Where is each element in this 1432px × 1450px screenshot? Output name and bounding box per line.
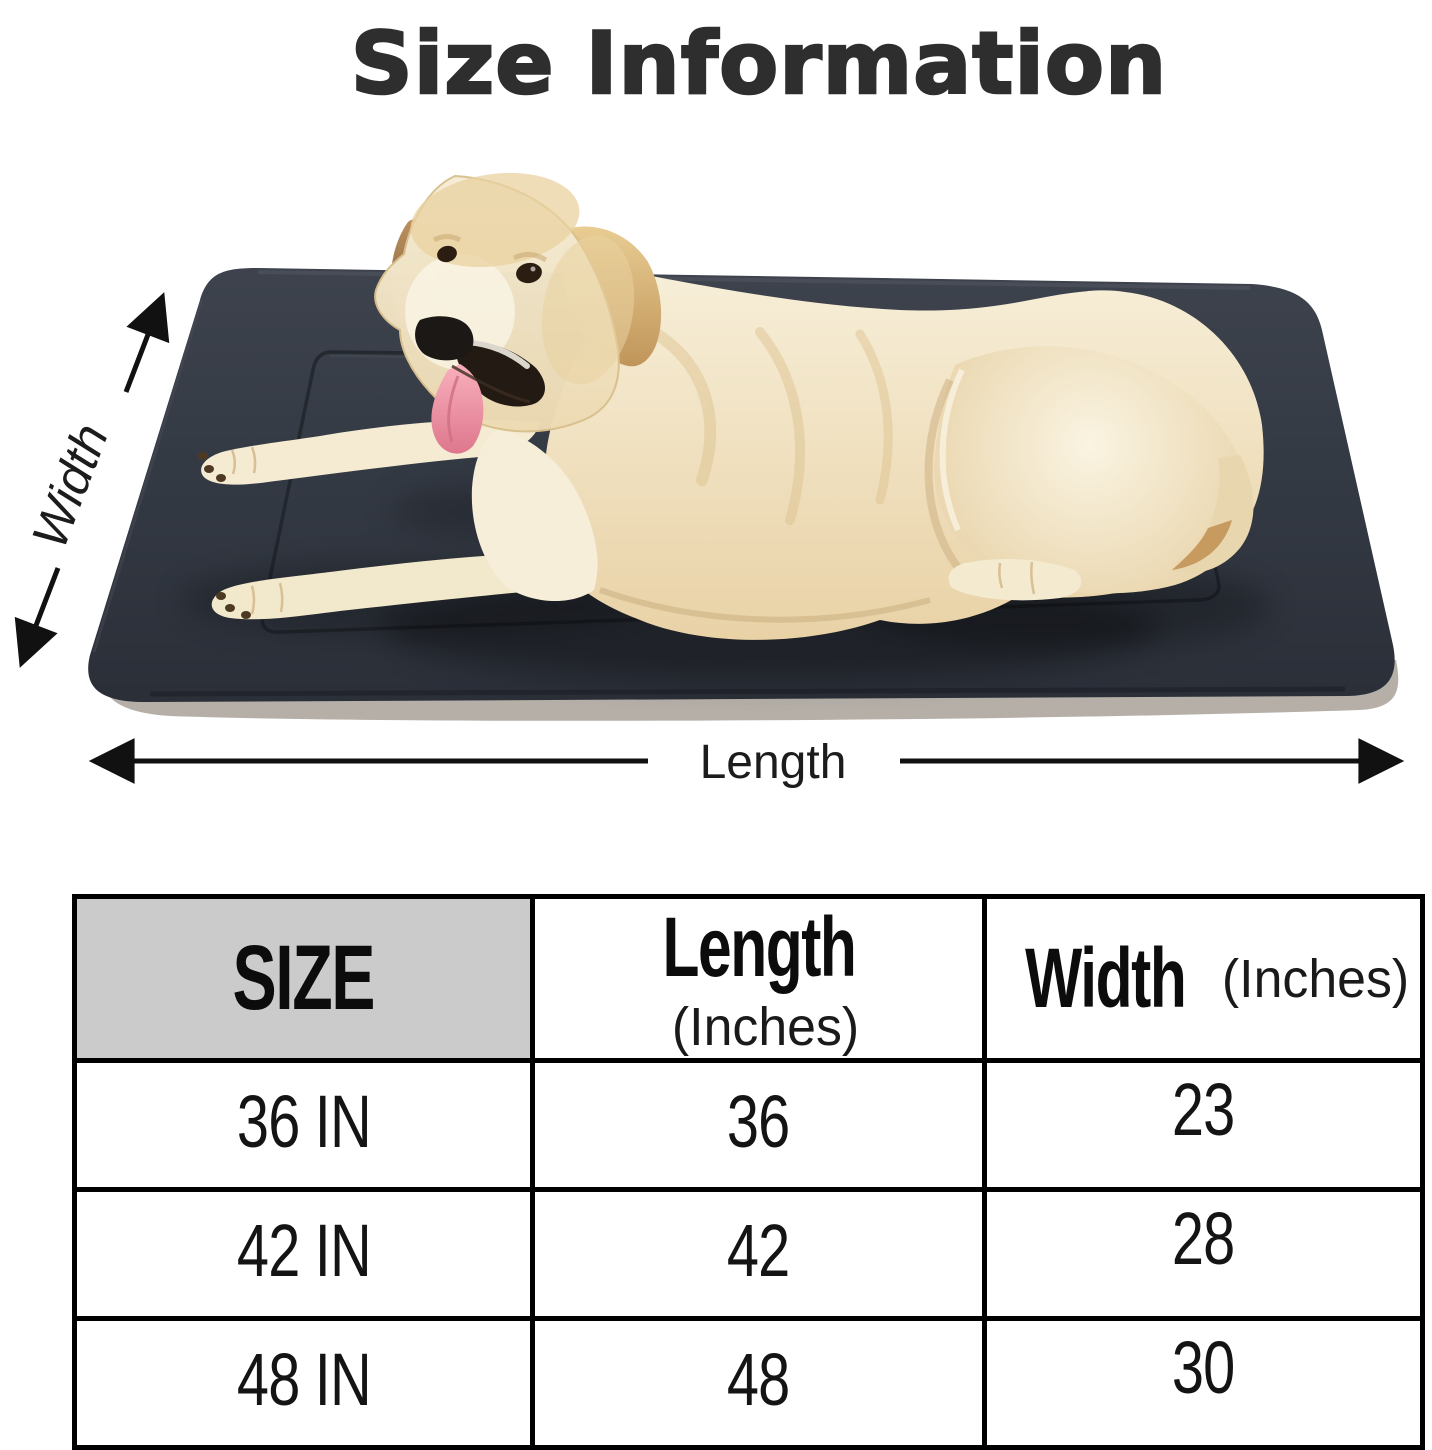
dog-teeth (465, 339, 530, 369)
table-row: 36 IN 36 23 (72, 1058, 1425, 1192)
dog-haunch (934, 346, 1247, 594)
cell-size-42: 42 IN (72, 1187, 535, 1321)
header-size-label: SIZE (232, 927, 376, 1029)
cell-size-48: 48 IN (72, 1316, 535, 1450)
dog-chest (471, 428, 598, 602)
header-width: Width (Inches) (982, 894, 1425, 1063)
dog-hindleg-crease (924, 378, 964, 573)
header-length-label: Length (662, 900, 856, 995)
dog-head (374, 172, 662, 454)
dog-lip-line (451, 364, 531, 404)
cell-width-36: 23 (982, 1058, 1425, 1192)
dog-illustration (198, 172, 1264, 640)
dog-hind-paw-toes (998, 561, 1036, 595)
dog-right-brow (512, 252, 548, 263)
dog-front-leg-lower-toes (250, 582, 284, 615)
table-row: 42 IN 42 28 (72, 1187, 1425, 1321)
header-width-label: Width (1024, 931, 1187, 1025)
mat-left-rim (92, 299, 204, 653)
dog-tail-tip (1172, 520, 1232, 570)
dog-tongue-crease (447, 375, 460, 443)
page-title: Size Information (350, 13, 1168, 116)
dog-front-leg-upper-toes (230, 446, 257, 475)
dog-tail (1170, 455, 1254, 574)
header-length-unit: (Inches) (671, 997, 860, 1057)
dog-left-brow (432, 234, 462, 243)
dog-tongue (431, 364, 484, 454)
length-dimension-label: Length (700, 736, 847, 789)
header-width-unit: (Inches) (1222, 948, 1410, 1009)
cell-length-48: 48 (530, 1316, 987, 1450)
dog-front-leg-upper-claws (198, 452, 226, 482)
width-arrow (14, 292, 170, 668)
size-table: SIZE Length(Inches) Width (Inches) 36 IN … (72, 894, 1425, 1450)
cell-width-42: 28 (982, 1187, 1425, 1321)
cell-size-36: 36 IN (72, 1058, 535, 1192)
dog-right-eye-icon (516, 262, 542, 284)
header-size: SIZE (72, 894, 535, 1063)
dog-forehead-patch (410, 172, 580, 268)
header-length: Length(Inches) (530, 894, 987, 1063)
cell-length-42: 42 (530, 1187, 987, 1321)
cell-length-36: 36 (530, 1058, 987, 1192)
dog-belly-crease (599, 587, 931, 623)
table-row: 48 IN 48 30 (72, 1316, 1425, 1450)
dog-hind-paw (948, 558, 1082, 601)
dog-cheek-patch (541, 235, 635, 385)
table-header-row: SIZE Length(Inches) Width (Inches) (72, 894, 1425, 1063)
width-dimension-label: Width (21, 416, 119, 555)
product-figure: Width Length (0, 132, 1432, 794)
dog-front-leg-lower-claws (216, 592, 251, 619)
dog-left-eye-icon (437, 245, 457, 263)
mat-bottom-crease (149, 686, 1346, 697)
dog-coat-shading (644, 324, 893, 525)
dog-nose-icon (415, 316, 474, 361)
dog-haunch-fluff (939, 368, 965, 532)
dog-on-mat-illustration: Width Length (14, 172, 1405, 789)
cell-width-48: 30 (982, 1316, 1425, 1450)
dog-right-eye-glint (530, 266, 536, 272)
